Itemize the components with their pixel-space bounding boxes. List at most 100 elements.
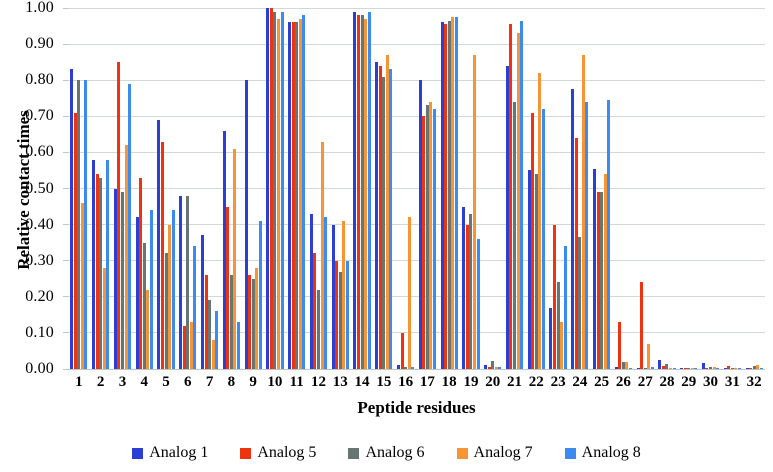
bar-analog-8-res-11 <box>302 15 306 369</box>
bar-analog-7-res-13 <box>342 221 346 369</box>
bar-analog-8-res-19 <box>476 239 480 369</box>
bar-analog-1-res-30 <box>701 362 705 369</box>
bar-analog-7-res-28 <box>669 367 673 369</box>
bar-analog-5-res-18 <box>444 24 448 369</box>
bar-analog-1-res-31 <box>723 367 727 369</box>
bar-analog-8-res-12 <box>324 217 328 369</box>
legend-item-analog-8: Analog 8 <box>564 444 641 462</box>
bar-analog-5-res-13 <box>335 260 339 369</box>
bar-analog-8-res-20 <box>498 367 502 369</box>
x-tick-label-25: 25 <box>594 374 610 390</box>
x-tick-label-28: 28 <box>659 374 675 390</box>
bar-analog-1-res-18 <box>440 22 444 369</box>
legend-label-analog-7: Analog 7 <box>473 444 533 461</box>
y-tick-label-1.00: 1.00 <box>25 0 54 16</box>
bar-analog-5-res-4 <box>139 177 143 369</box>
legend-item-analog-1: Analog 1 <box>132 444 208 462</box>
legend-swatch-analog-1 <box>132 447 144 459</box>
bar-analog-8-res-6 <box>193 246 197 369</box>
gridline <box>68 224 765 226</box>
bar-analog-1-res-6 <box>179 195 183 369</box>
bar-analog-8-res-2 <box>106 159 110 369</box>
y-tick-mark <box>63 368 68 370</box>
bar-analog-1-res-26 <box>614 367 618 369</box>
bar-analog-8-res-16 <box>411 367 415 369</box>
bar-analog-5-res-17 <box>422 116 426 369</box>
bar-analog-5-res-1 <box>73 112 77 369</box>
bar-analog-7-res-17 <box>429 101 433 369</box>
y-tick-mark <box>63 151 68 153</box>
bar-analog-5-res-9 <box>248 275 252 369</box>
bar-analog-6-res-5 <box>164 253 168 369</box>
legend-swatch-analog-6 <box>348 447 360 459</box>
y-tick-label-0.10: 0.10 <box>25 323 54 341</box>
bar-analog-6-res-21 <box>513 101 517 369</box>
x-tick-label-6: 6 <box>184 374 192 390</box>
gridline <box>68 188 765 189</box>
bar-analog-5-res-27 <box>640 282 644 369</box>
bar-analog-5-res-5 <box>160 141 164 369</box>
x-tick-label-1: 1 <box>75 374 83 390</box>
x-tick-label-3: 3 <box>118 374 127 390</box>
x-tick-label-30: 30 <box>703 374 719 390</box>
y-tick-label-0.70: 0.70 <box>25 107 54 125</box>
legend-item-analog-5: Analog 5 <box>240 444 316 462</box>
legend-label-analog-6: Analog 6 <box>365 444 425 461</box>
gridline <box>68 7 765 9</box>
x-tick-label-29: 29 <box>681 374 697 390</box>
bar-analog-6-res-31 <box>730 367 734 369</box>
bar-analog-7-res-14 <box>364 18 368 369</box>
bar-analog-6-res-25 <box>600 192 604 369</box>
x-tick-label-31: 31 <box>724 374 740 390</box>
bar-analog-5-res-23 <box>553 224 557 369</box>
bar-analog-1-res-14 <box>353 11 357 369</box>
bar-analog-6-res-26 <box>621 361 625 369</box>
bar-analog-7-res-12 <box>320 141 324 369</box>
x-tick-label-20: 20 <box>485 374 501 390</box>
x-axis: 1 2 3 4 5 6 7 8 9 10 11 12 13 14 15 16 17 18 19 20 21 22 23 24 2… <box>68 374 765 396</box>
y-tick-label-0.00: 0.00 <box>25 360 54 377</box>
bar-analog-1-res-17 <box>418 80 422 369</box>
bar-analog-1-res-5 <box>157 119 161 369</box>
legend-swatch-analog-8 <box>564 447 576 459</box>
bar-analog-7-res-9 <box>255 267 259 369</box>
bar-analog-7-res-22 <box>538 72 542 369</box>
x-tick-label-13: 13 <box>332 374 348 390</box>
bar-analog-8-res-27 <box>650 367 654 369</box>
bar-analog-7-res-30 <box>712 366 716 369</box>
x-axis-title: Peptide residues <box>357 398 476 417</box>
bar-analog-5-res-32 <box>749 367 753 369</box>
bar-analog-5-res-10 <box>269 8 273 369</box>
bar-analog-6-res-4 <box>142 242 146 369</box>
bar-analog-6-res-30 <box>709 367 713 369</box>
bar-analog-7-res-19 <box>473 54 476 369</box>
y-tick-label-0.40: 0.40 <box>25 215 54 233</box>
bar-analog-6-res-7 <box>208 300 212 369</box>
bar-analog-6-res-17 <box>425 105 429 369</box>
bar-analog-5-res-29 <box>683 367 687 369</box>
bar-analog-8-res-32 <box>759 367 763 369</box>
bar-analog-8-res-10 <box>280 11 284 369</box>
bar-analog-7-res-21 <box>516 33 520 369</box>
bar-analog-8-res-24 <box>585 101 589 369</box>
x-tick-label-11: 11 <box>289 374 304 390</box>
bar-analog-6-res-23 <box>556 282 560 369</box>
y-tick-mark <box>63 79 68 81</box>
x-tick-label-15: 15 <box>376 374 392 390</box>
bar-analog-1-res-21 <box>505 65 509 369</box>
bar-analog-6-res-1 <box>77 80 81 369</box>
bar-analog-8-res-26 <box>629 367 633 369</box>
x-tick-label-27: 27 <box>637 374 653 390</box>
x-tick-label-8: 8 <box>227 374 236 390</box>
y-tick-label-0.50: 0.50 <box>25 179 54 197</box>
gridline <box>68 43 765 45</box>
bar-analog-1-res-32 <box>745 367 749 369</box>
bar-analog-8-res-5 <box>171 210 175 369</box>
bar-analog-8-res-28 <box>672 367 676 369</box>
y-tick-label-0.90: 0.90 <box>25 35 54 53</box>
x-tick-label-26: 26 <box>615 374 631 390</box>
bar-analog-1-res-23 <box>549 307 553 369</box>
x-tick-label-23: 23 <box>550 374 566 390</box>
bar-analog-8-res-29 <box>694 367 698 369</box>
x-tick-label-22: 22 <box>528 374 544 390</box>
